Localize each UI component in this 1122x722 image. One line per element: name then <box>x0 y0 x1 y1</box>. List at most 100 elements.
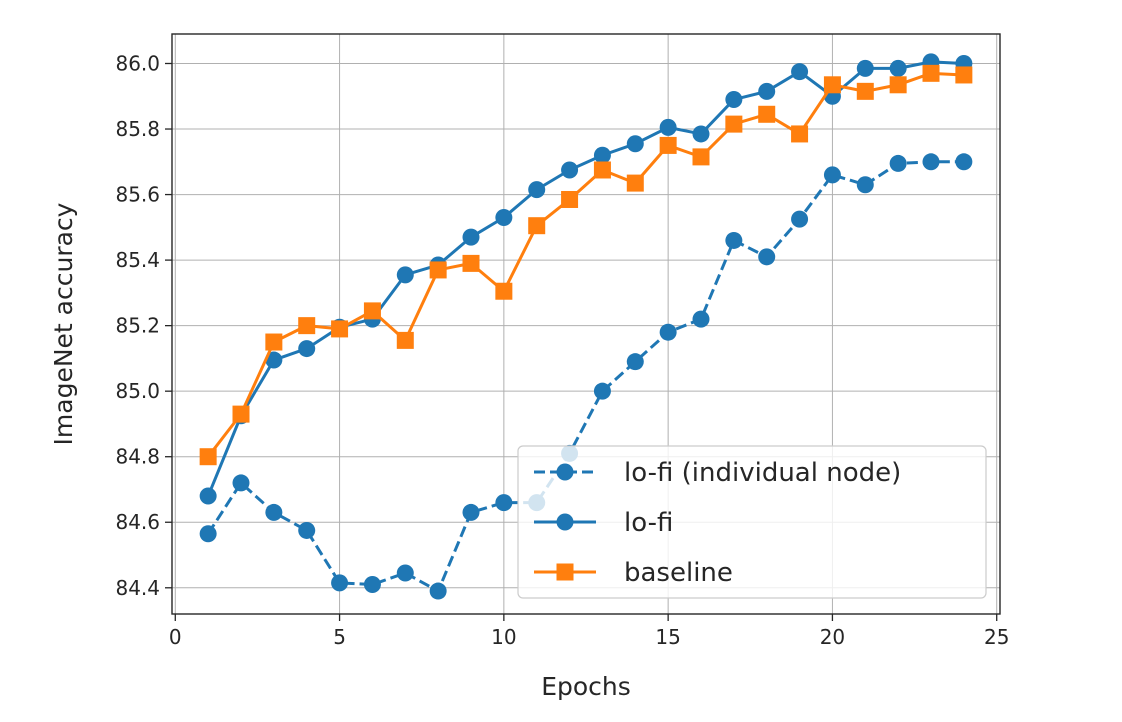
data-point <box>692 125 710 143</box>
legend: lo-fi (individual node) lo-fi baseline <box>517 445 987 599</box>
data-point <box>791 210 809 228</box>
data-point <box>331 574 349 592</box>
y-tick-label: 85.2 <box>115 314 160 338</box>
legend-box <box>517 445 987 599</box>
data-point <box>462 228 480 246</box>
data-point <box>495 282 513 300</box>
data-point <box>396 266 414 284</box>
x-axis-label: Epochs <box>541 672 631 701</box>
data-point <box>955 153 973 171</box>
data-point <box>791 125 809 143</box>
data-point <box>955 66 973 84</box>
x-axis-ticks: 0 5 10 15 20 25 <box>169 614 1009 649</box>
data-point <box>823 166 841 184</box>
data-point <box>265 503 283 521</box>
data-point <box>199 525 217 543</box>
data-point <box>889 59 907 77</box>
legend-label: baseline <box>624 558 733 588</box>
data-point <box>593 161 611 179</box>
data-point <box>199 448 217 466</box>
plot-frame <box>171 33 1001 615</box>
data-point <box>396 564 414 582</box>
legend-marker <box>556 513 574 531</box>
y-tick-label: 84.8 <box>115 445 160 469</box>
data-point <box>659 136 677 154</box>
y-tick-label: 85.4 <box>115 248 160 272</box>
data-point <box>856 59 874 77</box>
data-point <box>528 217 546 235</box>
data-point <box>725 115 743 133</box>
data-point <box>593 146 611 164</box>
y-tick-label: 85.0 <box>115 379 160 403</box>
data-point <box>298 340 316 358</box>
series-line <box>206 60 964 497</box>
data-point <box>889 154 907 172</box>
data-point <box>758 105 776 123</box>
data-point <box>856 176 874 194</box>
y-tick-label: 84.4 <box>115 576 160 600</box>
series-layer <box>199 53 973 600</box>
data-point <box>725 91 743 109</box>
series-1 <box>199 53 973 505</box>
data-point <box>429 582 447 600</box>
data-point <box>265 351 283 369</box>
data-point <box>659 323 677 341</box>
data-point <box>363 576 381 594</box>
data-point <box>462 503 480 521</box>
data-point <box>889 76 907 94</box>
data-point <box>331 320 349 338</box>
data-point <box>758 248 776 266</box>
x-tick-label: 15 <box>655 625 680 649</box>
data-point <box>659 118 677 136</box>
data-point <box>692 310 710 328</box>
data-point <box>922 153 940 171</box>
legend-label: lo-fi (individual node) <box>624 458 901 488</box>
data-point <box>199 487 217 505</box>
series-2 <box>199 64 973 466</box>
data-point <box>823 76 841 94</box>
y-tick-label: 84.6 <box>115 510 160 534</box>
data-point <box>232 405 250 423</box>
data-point <box>462 254 480 272</box>
data-point <box>396 331 414 349</box>
legend-item: baseline <box>534 558 733 588</box>
data-point <box>856 82 874 100</box>
legend-marker <box>556 563 574 581</box>
data-point <box>495 209 513 227</box>
data-point <box>561 161 579 179</box>
legend-marker <box>556 463 574 481</box>
data-point <box>626 353 644 371</box>
data-point <box>692 148 710 166</box>
data-point <box>758 82 776 100</box>
y-tick-label: 85.8 <box>115 117 160 141</box>
x-tick-label: 25 <box>984 625 1009 649</box>
data-point <box>528 181 546 199</box>
data-point <box>495 494 513 512</box>
x-tick-label: 0 <box>169 625 182 649</box>
y-tick-label: 86.0 <box>115 51 160 75</box>
data-point <box>626 135 644 153</box>
series-line <box>206 71 964 458</box>
y-tick-label: 85.6 <box>115 183 160 207</box>
data-point <box>561 190 579 208</box>
y-axis-label: ImageNet accuracy <box>49 202 78 445</box>
data-point <box>298 317 316 335</box>
data-point <box>725 231 743 249</box>
legend-item: lo-fi (individual node) <box>534 458 901 488</box>
y-axis-ticks: 84.4 84.6 84.8 85.0 85.2 85.4 85.6 85.8 86.0 <box>115 51 172 600</box>
x-tick-label: 10 <box>491 625 516 649</box>
data-point <box>922 64 940 82</box>
data-point <box>791 63 809 81</box>
data-point <box>298 521 316 539</box>
x-tick-label: 20 <box>820 625 845 649</box>
data-point <box>626 174 644 192</box>
data-point <box>429 261 447 279</box>
data-point <box>363 302 381 320</box>
data-point <box>593 382 611 400</box>
legend-item: lo-fi <box>534 508 673 538</box>
series-0 <box>199 153 973 600</box>
data-point <box>232 474 250 492</box>
data-point <box>265 333 283 351</box>
legend-label: lo-fi <box>624 508 673 538</box>
